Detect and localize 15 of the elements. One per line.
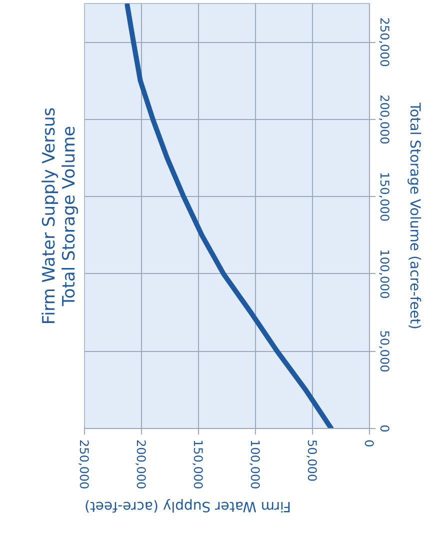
x-tick-label: 100,000: [248, 440, 262, 490]
y-tick-label: 100,000: [378, 249, 392, 299]
y-axis-title: Total Storage Volume (acre-feet): [406, 102, 422, 330]
y-tick-label: 150,000: [378, 172, 392, 222]
y-tick-label: 0: [378, 424, 392, 432]
y-tick-label: 50,000: [378, 330, 392, 372]
x-tick-label: 0: [362, 440, 376, 448]
x-tick-label: 200,000: [134, 440, 148, 490]
x-tick-label: 250,000: [77, 440, 91, 490]
y-tick-label: 200,000: [378, 94, 392, 144]
x-axis-title: Firm Water Supply (acre-feet): [84, 498, 291, 514]
x-tick-label: 50,000: [305, 440, 319, 482]
text: Firm Water Supply Versus Total Storage Volume: [40, 107, 80, 325]
y-tick-label: 250,000: [378, 17, 392, 67]
x-tick-label: 150,000: [191, 440, 205, 490]
